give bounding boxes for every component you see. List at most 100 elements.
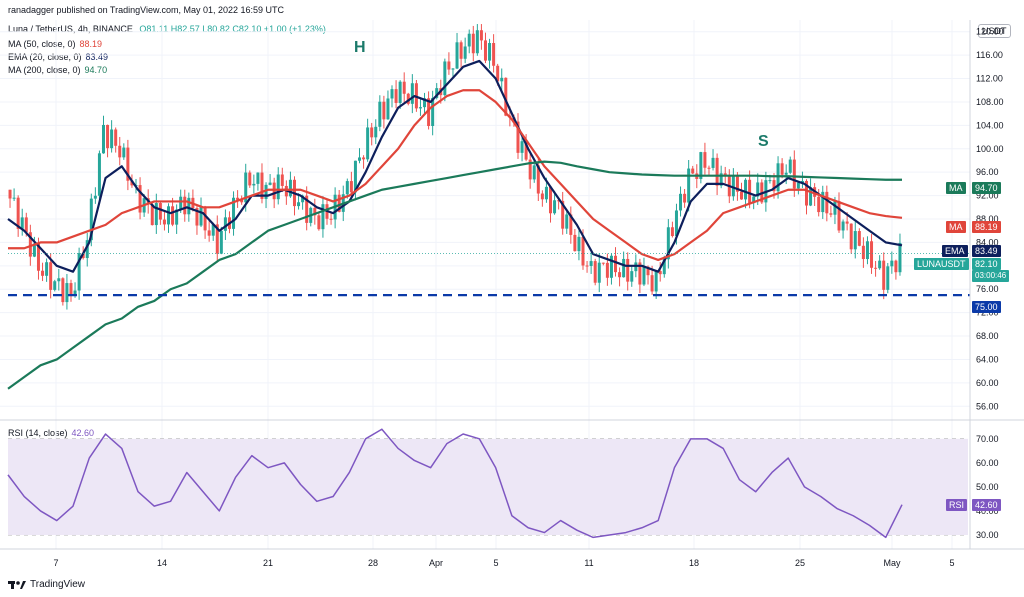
currency-selector[interactable]: USDT [978, 24, 1011, 38]
head-annotation: H [354, 39, 366, 56]
candle-body [687, 168, 691, 203]
candle-body [589, 261, 593, 266]
candle-body [642, 266, 646, 285]
candle-body [337, 194, 341, 212]
candle-body [16, 197, 20, 229]
candle-body [211, 224, 215, 236]
candle-body [215, 224, 219, 254]
candle-body [179, 196, 183, 210]
candle-body [272, 182, 276, 200]
legend-rsi-label: RSI (14, close) [8, 428, 68, 438]
candle-body [321, 204, 325, 230]
candle-body [524, 141, 528, 160]
candle-body [12, 197, 16, 199]
x-tick-label: 18 [689, 558, 699, 568]
ma50-value-badge: 88.19 [972, 221, 1001, 233]
candle-body [203, 206, 207, 231]
candle-body [548, 186, 552, 214]
ema20-line [7, 59, 903, 273]
candle-body [796, 182, 800, 189]
candle-body [752, 196, 756, 204]
candle-body [382, 101, 386, 120]
x-tick-label: 25 [795, 558, 805, 568]
legend-ema20-label: EMA (20, close, 0) [8, 52, 82, 62]
candle-body [65, 283, 69, 303]
candle-body [183, 196, 187, 215]
candles [8, 24, 902, 310]
candle-body [670, 227, 674, 237]
y-tick-label: 112.00 [976, 74, 1003, 84]
candle-body [244, 172, 248, 203]
candle-body [650, 275, 654, 292]
candle-body [353, 160, 357, 193]
ma200-value-badge: 94.70 [972, 182, 1001, 194]
candle-body [691, 168, 695, 174]
candle-body [788, 159, 792, 173]
candle-body [516, 121, 520, 153]
y-tick-label: 108.00 [976, 97, 1004, 107]
legend-ma200[interactable]: MA (200, close, 0) 94.70 [8, 65, 111, 75]
rsi-y-tick-label: 60.00 [976, 458, 999, 468]
candle-body [540, 193, 544, 200]
candle-body [138, 185, 142, 213]
candle-body [394, 89, 398, 103]
footer-brand[interactable]: TradingView [8, 579, 85, 590]
y-tick-label: 116.00 [976, 50, 1003, 60]
candle-body [374, 126, 378, 138]
x-tick-label: 11 [584, 558, 593, 568]
candle-body [703, 152, 707, 168]
candle-body [455, 42, 459, 69]
candle-body [447, 61, 451, 70]
candle-body [276, 174, 280, 200]
countdown-badge: 03:00:46 [972, 270, 1010, 282]
candle-body [471, 33, 475, 54]
legend-rsi[interactable]: RSI (14, close) 42.60 [8, 428, 98, 438]
candle-body [780, 163, 784, 175]
ma50-tag: MA [946, 221, 966, 233]
candle-body [378, 101, 382, 127]
candle-body [569, 214, 573, 235]
candle-body [849, 223, 853, 250]
candle-body [614, 255, 618, 273]
candle-body [809, 187, 813, 206]
ma200-tag: MA [946, 182, 966, 194]
candle-body [122, 147, 126, 158]
candle-body [162, 219, 166, 225]
candle-body [723, 173, 727, 176]
candle-body [711, 157, 715, 168]
candle-body [504, 77, 508, 116]
candle-body [101, 124, 105, 154]
legend-ema20-value: 83.49 [85, 52, 109, 62]
candle-body [305, 195, 309, 223]
candle-body [154, 203, 158, 226]
candle-body [77, 253, 81, 291]
ma200-line [7, 160, 902, 390]
candle-body [150, 204, 154, 226]
candle-body [406, 93, 410, 104]
candle-body [402, 81, 406, 94]
candle-body [451, 68, 455, 70]
candle-body [73, 290, 77, 295]
y-tick-label: 120.00 [976, 27, 1004, 37]
candle-body [597, 262, 601, 283]
candle-body [28, 232, 32, 257]
support-value-badge: 75.00 [972, 301, 1001, 313]
candle-body [894, 260, 898, 273]
candle-body [118, 145, 122, 158]
candle-body [317, 215, 321, 230]
legend-ma50[interactable]: MA (50, close, 0) 88.19 [8, 39, 106, 49]
candle-body [561, 200, 565, 229]
candle-body [853, 231, 857, 250]
candle-body [520, 141, 524, 153]
candle-body [297, 202, 301, 207]
candle-body [467, 33, 471, 47]
candle-body [748, 179, 752, 204]
legend-ema20[interactable]: EMA (20, close, 0) 83.49 [8, 52, 112, 62]
ema-tag: EMA [942, 245, 968, 257]
candle-body [805, 180, 809, 206]
candle-body [882, 260, 886, 290]
price-tag: LUNAUSDT [914, 258, 969, 270]
y-tick-label: 88.00 [976, 214, 999, 224]
x-tick-label: Apr [429, 558, 443, 568]
